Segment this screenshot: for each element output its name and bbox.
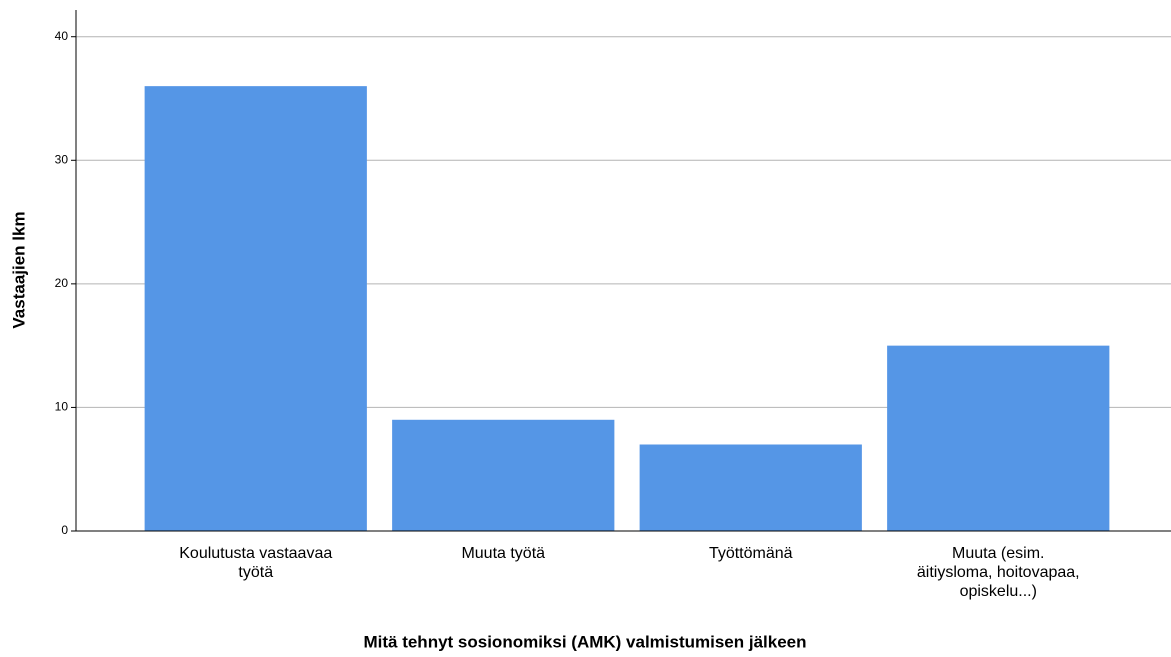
bar (639, 444, 862, 531)
x-tick-label: Koulutusta vastaavaa työtä (179, 545, 333, 581)
bar (887, 345, 1110, 531)
y-tick-label: 0 (61, 523, 68, 537)
y-tick-label: 30 (55, 152, 69, 166)
y-tick-label: 20 (55, 276, 69, 290)
y-tick-label: 10 (55, 400, 69, 414)
x-axis-title: Mitä tehnyt sosionomiksi (AMK) valmistum… (363, 632, 806, 651)
bar (144, 86, 367, 532)
x-tick-label: Muuta (esim. äitiysloma, hoitovapaa, opi… (916, 545, 1080, 600)
x-tick-label: Työttömänä (708, 545, 793, 562)
x-tick-label: Muuta työtä (461, 545, 546, 562)
bar (392, 419, 615, 531)
y-tick-label: 40 (55, 29, 69, 43)
y-axis-title: Vastaajien lkm (9, 211, 28, 328)
